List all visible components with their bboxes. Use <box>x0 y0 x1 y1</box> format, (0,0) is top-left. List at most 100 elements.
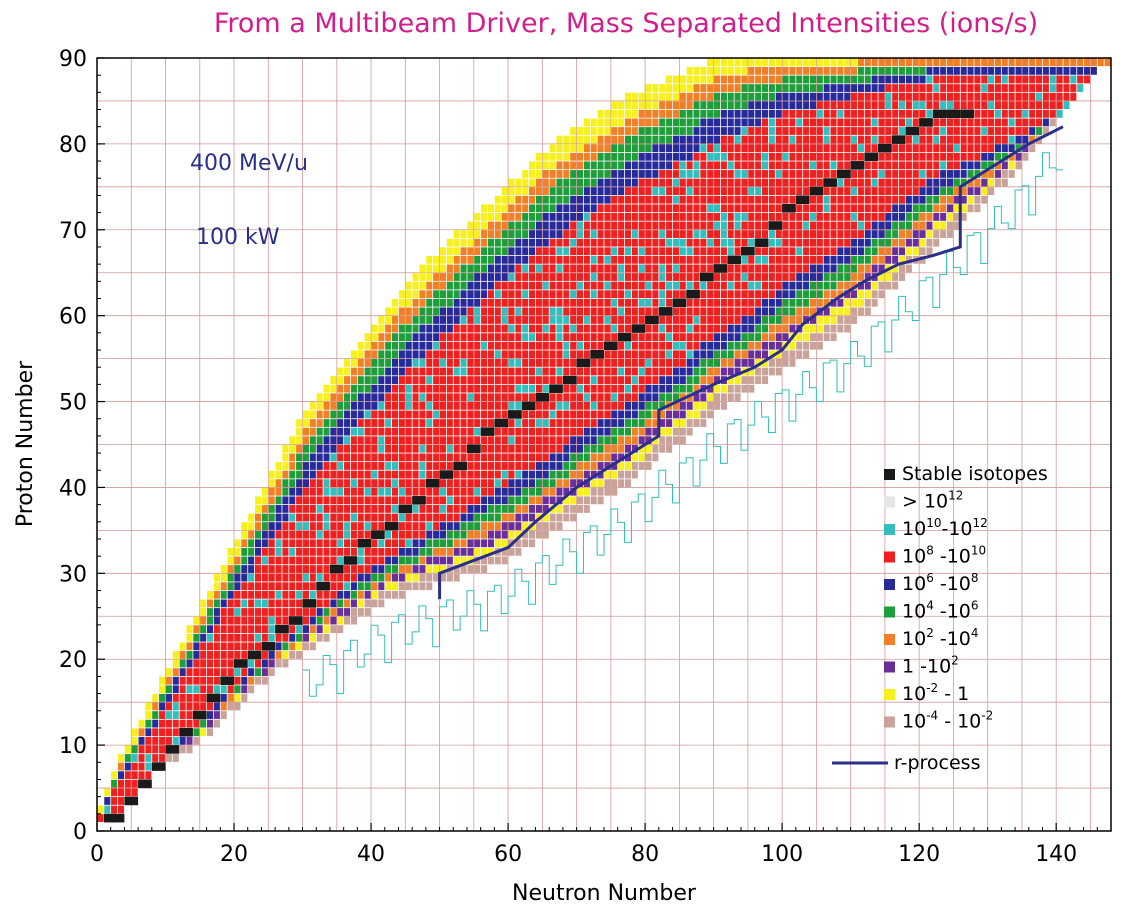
isotope-cell <box>378 367 385 376</box>
isotope-cell <box>816 230 823 238</box>
isotope-cell <box>604 127 611 135</box>
isotope-cell <box>803 187 810 196</box>
isotope-cell <box>501 221 508 230</box>
grid <box>97 58 1111 831</box>
isotope-cell <box>748 127 755 135</box>
isotope-cell <box>207 685 214 694</box>
isotope-cell <box>398 298 405 307</box>
stable-isotope-cell <box>494 418 509 428</box>
isotope-cell <box>885 187 892 196</box>
isotope-cell <box>302 410 309 419</box>
isotope-cell <box>659 127 666 135</box>
isotope-cell <box>782 135 789 144</box>
isotope-cell <box>371 573 378 582</box>
isotope-cell <box>556 479 563 488</box>
isotope-cell <box>515 359 522 367</box>
isotope-cell <box>590 178 597 187</box>
isotope-cell <box>967 178 974 187</box>
isotope-cell <box>268 522 275 530</box>
isotope-cell <box>844 247 851 256</box>
isotope-cell <box>892 178 899 187</box>
isotope-cell <box>837 281 844 290</box>
isotope-cell <box>542 333 549 342</box>
isotope-cell <box>611 436 618 445</box>
isotope-cell <box>700 419 707 427</box>
isotope-cell <box>453 247 460 256</box>
isotope-cell <box>508 341 515 350</box>
isotope-cell <box>576 393 584 402</box>
isotope-cell <box>309 427 316 436</box>
isotope-cell <box>392 590 399 599</box>
isotope-cell <box>878 290 885 299</box>
isotope-cell <box>570 393 577 402</box>
isotope-cell <box>604 444 611 453</box>
isotope-cell <box>296 539 303 548</box>
isotope-cell <box>652 109 659 118</box>
isotope-cell <box>289 436 296 445</box>
isotope-cell <box>302 633 309 642</box>
isotope-cell <box>549 453 556 462</box>
isotope-cell <box>666 410 673 419</box>
isotope-cell <box>857 273 864 281</box>
isotope-cell <box>309 522 316 530</box>
isotope-cell <box>912 238 919 247</box>
isotope-cell <box>666 109 673 118</box>
isotope-cell <box>1008 58 1015 67</box>
stable-isotope-cell <box>850 161 865 170</box>
isotope-cell <box>268 547 275 556</box>
isotope-cell <box>261 556 268 565</box>
isotope-cell <box>844 273 851 281</box>
isotope-cell <box>611 298 618 307</box>
isotope-cell <box>700 195 707 204</box>
isotope-cell <box>1008 144 1015 153</box>
isotope-cell <box>631 273 638 281</box>
isotope-cell <box>638 178 645 187</box>
isotope-cell <box>755 255 762 264</box>
isotope-cell <box>378 539 385 548</box>
isotope-cell <box>474 513 481 522</box>
isotope-cell <box>371 393 378 402</box>
isotope-cell <box>501 264 508 273</box>
isotope-cell <box>789 195 796 204</box>
isotope-cell <box>570 204 577 213</box>
isotope-cell <box>624 316 632 324</box>
x-axis-label: Neutron Number <box>512 881 697 906</box>
isotope-cell <box>926 92 933 101</box>
isotope-cell <box>207 590 214 599</box>
isotope-cell <box>672 170 679 178</box>
isotope-cell <box>481 530 488 539</box>
isotope-cell <box>761 247 769 256</box>
isotope-cell <box>556 281 563 290</box>
isotope-cell <box>426 384 433 393</box>
isotope-cell <box>700 401 707 410</box>
isotope-cell <box>282 573 289 582</box>
isotope-cell <box>597 144 604 153</box>
isotope-cell <box>200 659 207 668</box>
isotope-cell <box>905 204 912 213</box>
isotope-cell <box>392 393 399 402</box>
isotope-cell <box>412 298 419 307</box>
isotope-cell <box>823 118 830 127</box>
isotope-cell <box>508 505 515 513</box>
isotope-cell <box>1036 109 1043 118</box>
isotope-cell <box>789 359 796 367</box>
isotope-cell <box>323 616 330 625</box>
isotope-cell <box>460 401 467 410</box>
isotope-cell <box>693 135 700 144</box>
isotope-cell <box>1083 75 1091 84</box>
isotope-cell <box>885 101 892 110</box>
isotope-cell <box>200 625 207 634</box>
isotope-cell <box>474 376 481 384</box>
isotope-cell <box>542 316 549 324</box>
isotope-cell <box>892 195 899 204</box>
isotope-cell <box>714 359 721 367</box>
isotope-cell <box>672 393 679 402</box>
isotope-cell <box>652 444 659 453</box>
isotope-cell <box>494 316 501 324</box>
isotope-cell <box>508 522 515 530</box>
isotope-cell <box>508 333 515 342</box>
isotope-cell <box>885 66 892 75</box>
isotope-cell <box>542 522 549 530</box>
isotope-cell <box>803 204 810 213</box>
isotope-cell <box>720 341 727 350</box>
